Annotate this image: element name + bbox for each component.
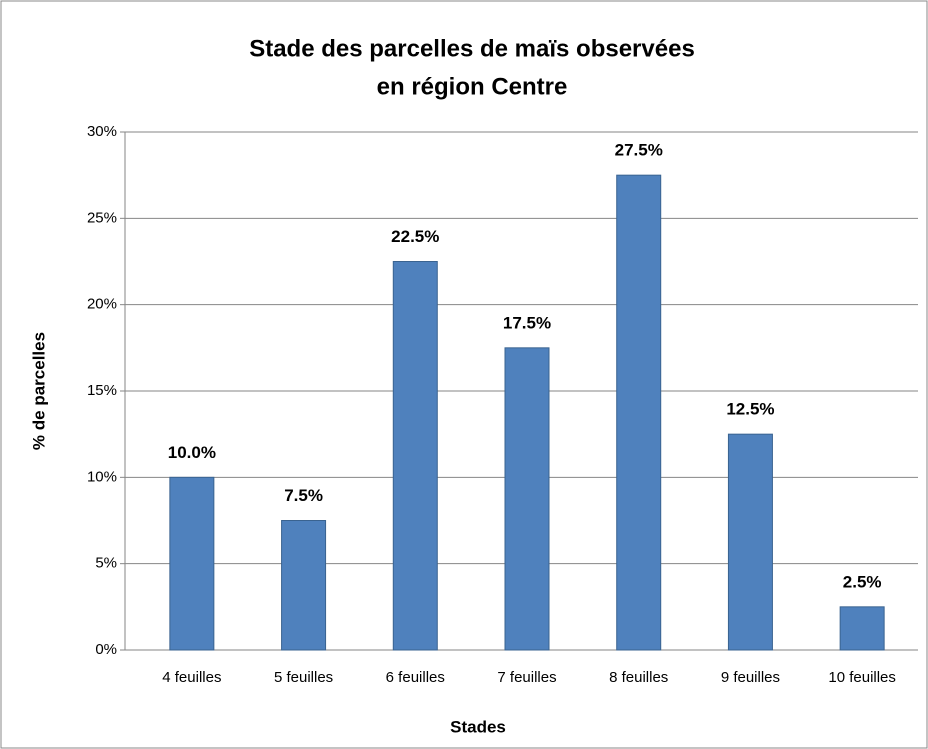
value-label: 22.5% bbox=[391, 227, 439, 246]
x-tick-label: 5 feuilles bbox=[274, 669, 333, 686]
chart-title: Stade des parcelles de maïs observées bbox=[249, 35, 695, 62]
x-tick-label: 8 feuilles bbox=[609, 669, 668, 686]
bar bbox=[839, 606, 885, 651]
value-label: 2.5% bbox=[843, 572, 882, 591]
y-tick-label: 5% bbox=[95, 555, 117, 572]
x-tick-label: 9 feuilles bbox=[721, 669, 780, 686]
bar bbox=[169, 476, 215, 651]
y-tick-label: 0% bbox=[95, 641, 117, 658]
value-label: 10.0% bbox=[168, 443, 216, 462]
value-label: 7.5% bbox=[284, 486, 323, 505]
bar bbox=[616, 174, 662, 651]
value-label: 17.5% bbox=[503, 313, 551, 332]
y-tick-label: 30% bbox=[87, 123, 117, 140]
y-axis-title: % de parcelles bbox=[29, 332, 48, 450]
bar bbox=[281, 520, 327, 651]
bar bbox=[727, 433, 773, 651]
x-tick-label: 6 feuilles bbox=[386, 669, 445, 686]
value-label: 12.5% bbox=[726, 400, 774, 419]
x-tick-label: 10 feuilles bbox=[828, 669, 896, 686]
bar bbox=[392, 261, 438, 651]
chart-title: en région Centre bbox=[377, 73, 568, 100]
y-tick-label: 25% bbox=[87, 209, 117, 226]
x-tick-label: 4 feuilles bbox=[162, 669, 221, 686]
x-axis-title: Stades bbox=[450, 717, 506, 736]
y-tick-label: 15% bbox=[87, 382, 117, 399]
y-tick-label: 10% bbox=[87, 468, 117, 485]
y-tick-label: 20% bbox=[87, 296, 117, 313]
value-label: 27.5% bbox=[615, 141, 663, 160]
bar bbox=[504, 347, 550, 651]
x-tick-label: 7 feuilles bbox=[497, 669, 556, 686]
